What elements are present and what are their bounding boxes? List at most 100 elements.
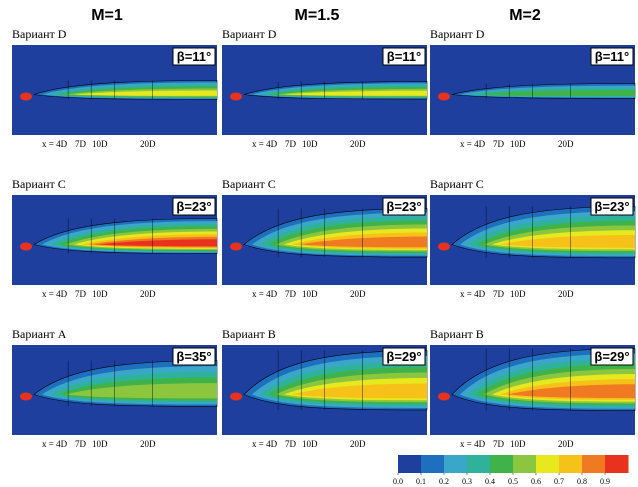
beta-label: β=29° [594,349,629,364]
colorbar-segment [559,455,583,473]
colorbar-segment [536,455,560,473]
variant-label: Вариант B [430,327,484,341]
x-station-label: 20D [140,139,156,149]
x-station-label: x = 4D [42,439,68,449]
x-station-label: 10D [510,439,526,449]
colorbar-tick-label: 0.8 [577,477,587,486]
x-station-label: 7D [493,139,505,149]
variant-label: Вариант D [12,27,67,41]
beta-box [382,47,426,66]
colorbar-tick-label: 0.1 [416,477,426,486]
contour-level [500,235,635,248]
beta-box [172,197,216,216]
contour-level [66,383,217,399]
nozzle [438,92,450,101]
colorbar-segment [421,455,445,473]
x-station-label: 20D [350,289,366,299]
variant-label: Вариант A [12,327,67,341]
contour-level [508,384,635,399]
colorbar-tick-label: 0.9 [600,477,610,486]
column-header: M=1 [91,7,123,24]
x-station-label: 10D [92,439,108,449]
x-station-label: 7D [285,139,297,149]
beta-label: β=11° [387,49,421,64]
variant-label: Вариант B [222,327,276,341]
x-station-label: 10D [510,139,526,149]
colorbar-tick-label: 0.0 [393,477,403,486]
colorbar-tick-label: 0.3 [462,477,472,486]
colorbar-segment [582,455,606,473]
beta-label: β=35° [176,349,211,364]
variant-label: Вариант D [430,27,485,41]
x-station-label: x = 4D [252,439,278,449]
x-station-label: 20D [558,439,574,449]
x-station-label: 10D [302,289,318,299]
beta-label: β=23° [176,199,211,214]
x-station-label: x = 4D [42,289,68,299]
nozzle [230,92,242,101]
nozzle [438,242,450,251]
x-station-label: x = 4D [460,289,486,299]
beta-label: β=29° [386,349,421,364]
variant-label: Вариант C [222,177,276,191]
x-station-label: x = 4D [252,289,278,299]
x-station-label: 7D [75,139,87,149]
x-station-label: 7D [285,439,297,449]
variant-label: Вариант D [222,27,277,41]
x-station-label: 7D [285,289,297,299]
contour-level [292,383,427,399]
colorbar-segment [605,455,629,473]
x-station-label: 20D [140,289,156,299]
nozzle [20,392,32,401]
nozzle [438,392,450,401]
variant-label: Вариант C [430,177,484,191]
colorbar-tick-label: 0.6 [531,477,541,486]
beta-box [590,47,634,66]
nozzle [20,92,32,101]
x-station-label: 20D [140,439,156,449]
beta-box [590,197,634,216]
colorbar-segment [398,455,422,473]
beta-box [172,47,216,66]
contour-level [284,90,427,96]
beta-box [590,347,634,366]
x-station-label: 10D [302,139,318,149]
beta-label: β=11° [177,49,211,64]
x-station-label: x = 4D [460,139,486,149]
nozzle [20,242,32,251]
colorbar-tick-label: 0.4 [485,477,495,486]
variant-label: Вариант C [12,177,66,191]
x-station-label: 20D [558,139,574,149]
contour-level [300,236,427,248]
x-station-label: 7D [493,439,505,449]
contour-level [98,239,217,247]
x-station-label: 10D [92,139,108,149]
x-station-label: 20D [350,139,366,149]
x-station-label: x = 4D [460,439,486,449]
colorbar-tick-label: 0.7 [554,477,564,486]
contour-level [74,90,217,96]
contour-level [476,90,635,97]
column-header: M=1.5 [295,7,340,24]
x-station-label: 7D [75,289,87,299]
x-station-label: x = 4D [252,139,278,149]
x-station-label: 10D [92,289,108,299]
x-station-label: 10D [302,439,318,449]
beta-label: β=23° [386,199,421,214]
x-station-label: 7D [75,439,87,449]
nozzle [230,242,242,251]
colorbar-segment [513,455,537,473]
nozzle [230,392,242,401]
beta-label: β=11° [595,49,629,64]
column-header: M=2 [509,7,541,24]
colorbar-segment [444,455,468,473]
colorbar-segment [490,455,514,473]
x-station-label: 20D [558,289,574,299]
x-station-label: 20D [350,439,366,449]
beta-label: β=23° [594,199,629,214]
x-station-label: 10D [510,289,526,299]
colorbar-segment [467,455,491,473]
colorbar-tick-label: 0.2 [439,477,449,486]
x-station-label: x = 4D [42,139,68,149]
